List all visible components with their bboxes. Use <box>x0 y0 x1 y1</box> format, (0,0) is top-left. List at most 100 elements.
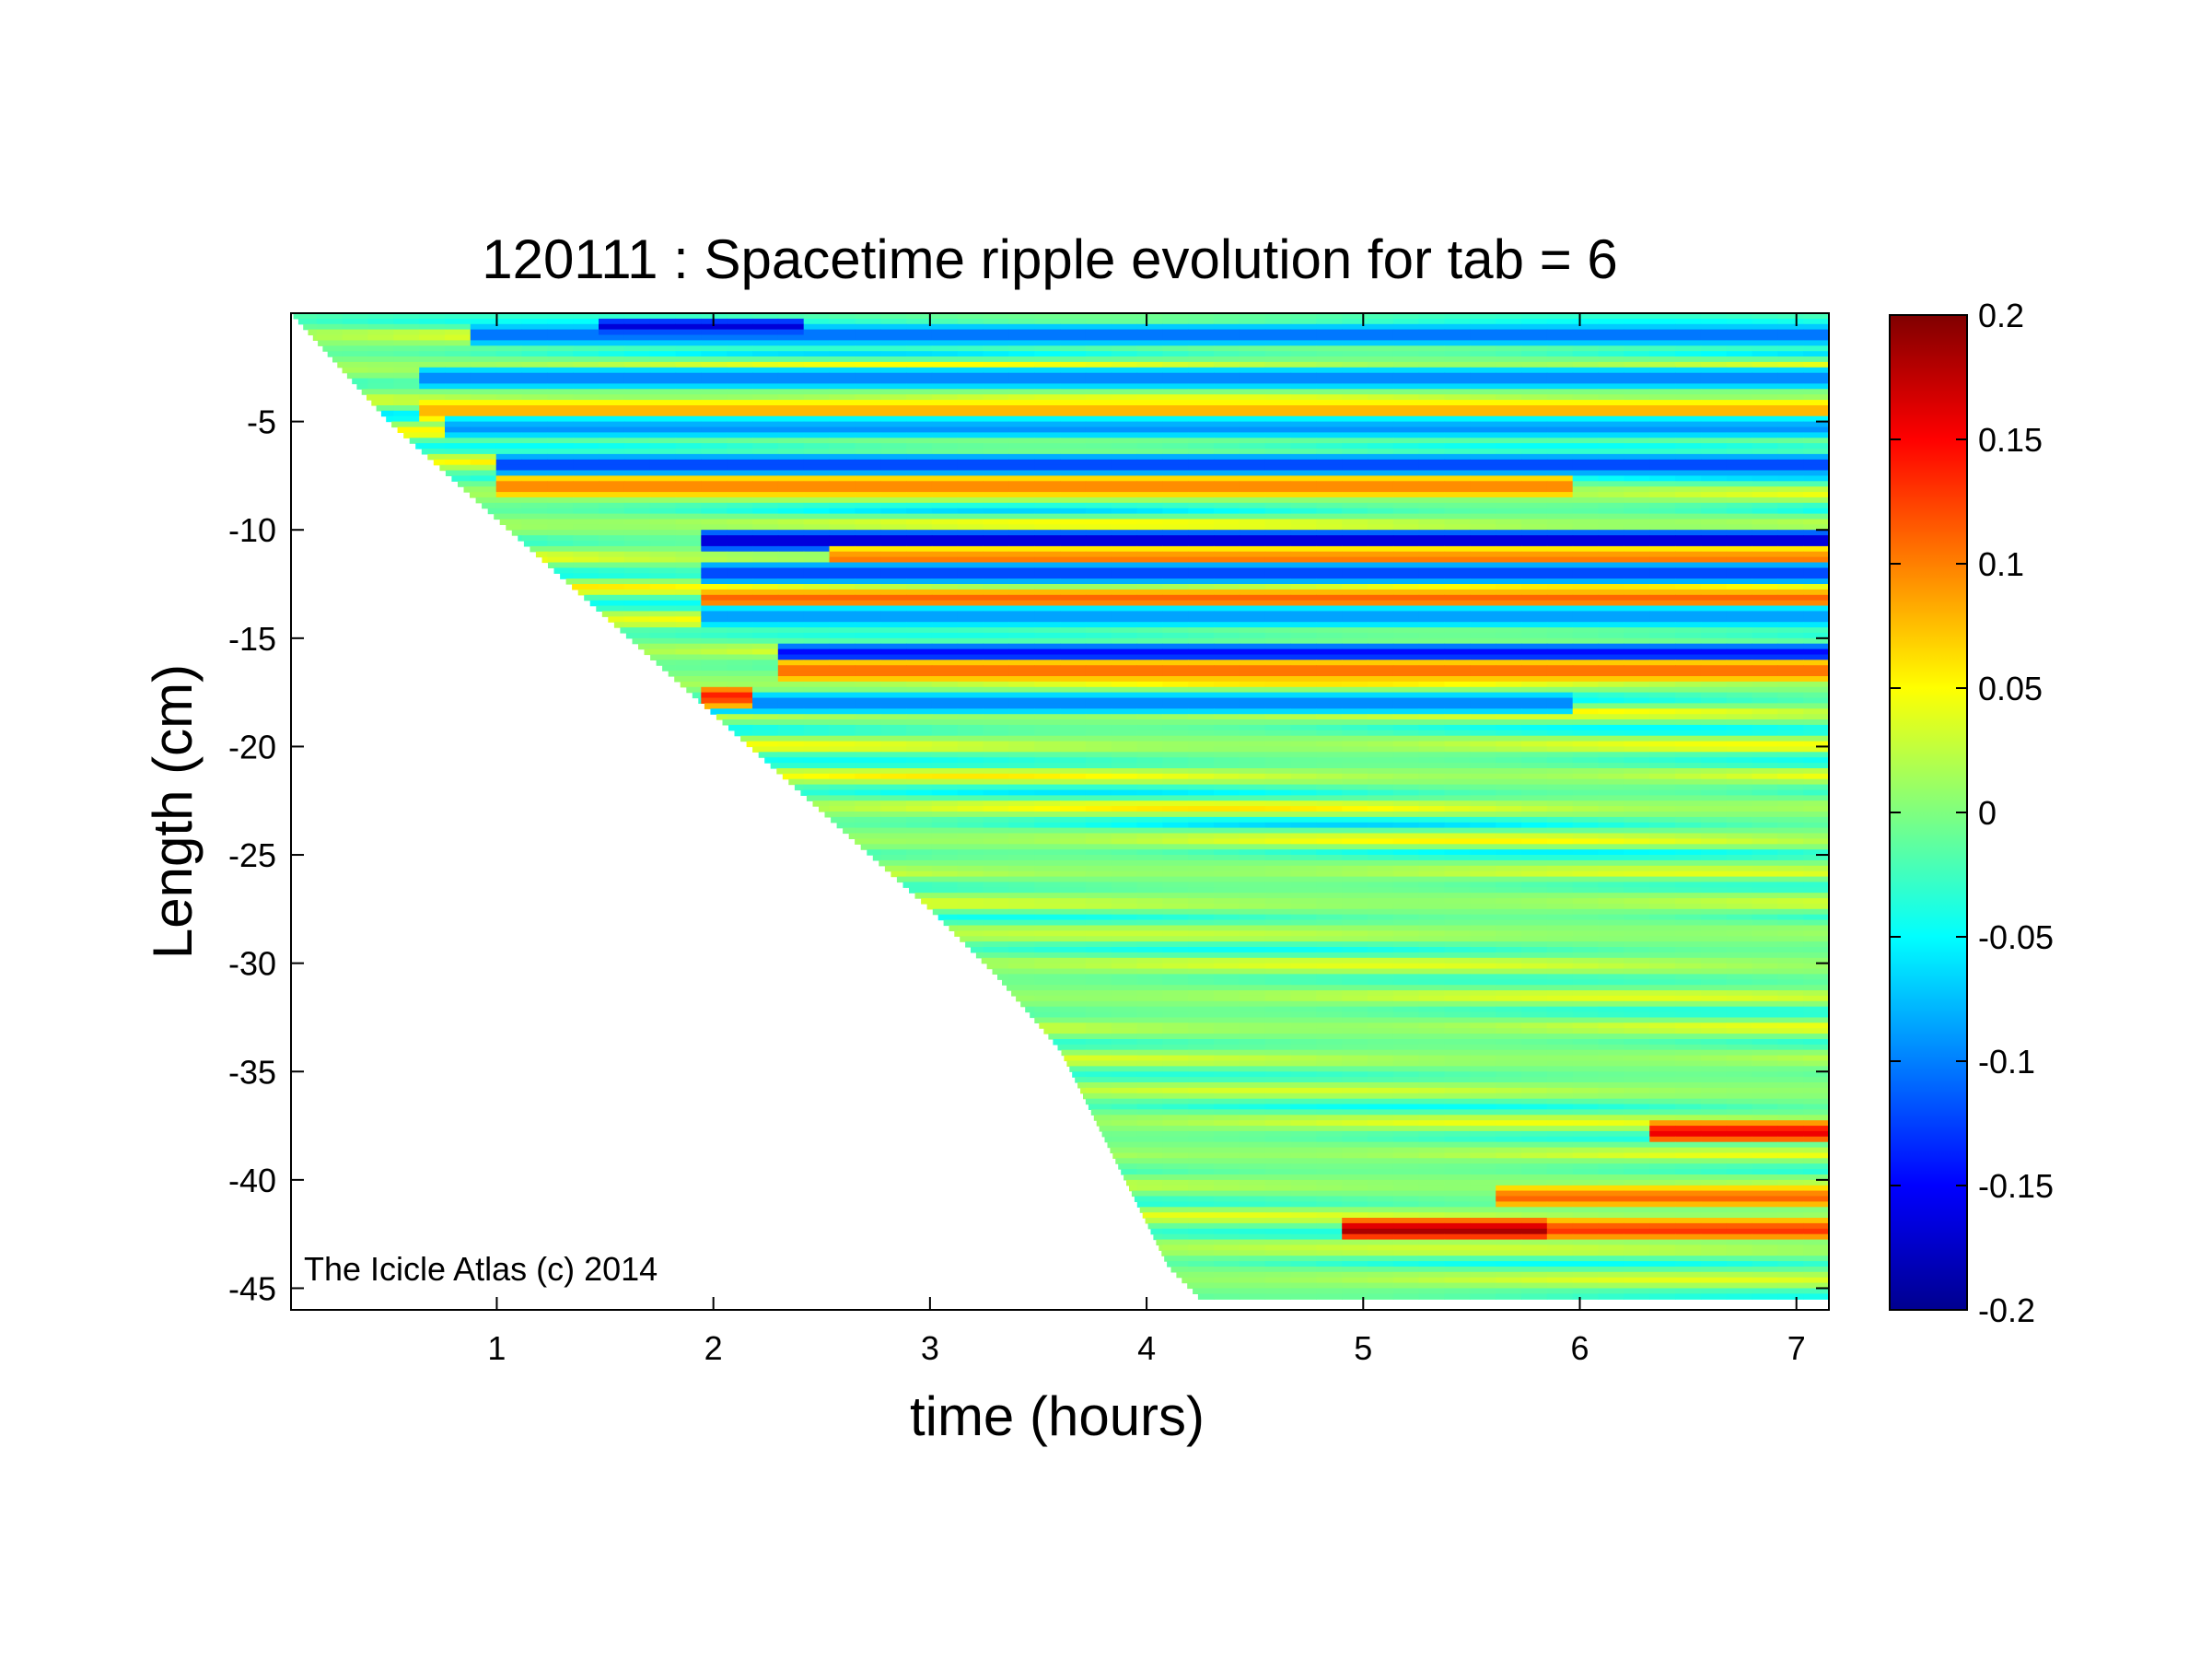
heatmap-cell <box>1777 410 1804 417</box>
heatmap-cell <box>1726 334 1753 341</box>
heatmap-cell <box>855 816 881 824</box>
heatmap-cell <box>1368 383 1394 390</box>
heatmap-cell <box>1777 492 1804 498</box>
heatmap-cell <box>752 449 779 455</box>
heatmap-cell <box>957 383 984 390</box>
heatmap-cell <box>1777 573 1804 579</box>
heatmap-cell <box>1136 367 1163 374</box>
heatmap-cell <box>704 703 728 709</box>
heatmap-cell <box>1496 508 1522 515</box>
heatmap-cell <box>931 551 959 558</box>
heatmap-cell <box>1060 464 1087 472</box>
heatmap-cell <box>495 421 523 428</box>
heatmap-cell <box>1136 497 1163 504</box>
heatmap-cell <box>1803 708 1830 715</box>
heatmap-cell <box>1342 822 1368 829</box>
heatmap-cell <box>1342 719 1368 726</box>
heatmap-cell <box>1214 378 1240 385</box>
heatmap-cell <box>1342 372 1368 380</box>
heatmap-cell <box>777 686 805 694</box>
heatmap-cell <box>1803 757 1830 764</box>
heatmap-cell <box>1162 648 1189 656</box>
heatmap-cell <box>1546 541 1574 547</box>
heatmap-cell <box>1214 627 1240 634</box>
heatmap-cell <box>1060 795 1087 801</box>
heatmap-cell <box>1803 681 1830 688</box>
heatmap-cell <box>1290 438 1317 444</box>
heatmap-cell <box>1085 345 1112 352</box>
heatmap-cell <box>1008 378 1035 385</box>
heatmap-cell <box>1136 421 1163 428</box>
heatmap-cell <box>1572 313 1600 320</box>
heatmap-cell <box>1316 660 1343 666</box>
heatmap-cell <box>623 372 651 380</box>
heatmap-cell <box>752 367 779 374</box>
heatmap-cell <box>855 594 881 602</box>
heatmap-cell <box>1214 812 1240 818</box>
heatmap-cell <box>1521 703 1548 709</box>
heatmap-cell <box>1496 410 1522 417</box>
heatmap-cell <box>1598 822 1624 829</box>
heatmap-cell <box>1624 605 1650 612</box>
heatmap-cell <box>880 318 907 325</box>
heatmap-cell <box>1726 329 1753 336</box>
heatmap-cell <box>675 329 702 336</box>
heatmap-cell <box>623 383 651 390</box>
heatmap-cell <box>983 486 1009 493</box>
heatmap-cell <box>1136 372 1163 380</box>
heatmap-cell <box>1316 383 1343 390</box>
heatmap-cell <box>855 470 881 476</box>
heatmap-cell <box>1418 741 1446 748</box>
heatmap-cell <box>1470 578 1496 585</box>
heatmap-cell <box>1598 453 1624 461</box>
heatmap-cell <box>1034 822 1061 829</box>
heatmap-cell <box>931 486 959 493</box>
heatmap-cell <box>1008 541 1035 547</box>
heatmap-cell <box>1803 833 1830 839</box>
heatmap-cell <box>855 530 881 536</box>
heatmap-cell <box>777 752 805 758</box>
heatmap-cell <box>1675 438 1702 444</box>
heatmap-cell <box>855 567 881 574</box>
heatmap-cell <box>599 600 625 607</box>
heatmap-cell <box>623 497 651 504</box>
heatmap-cell <box>1342 578 1368 585</box>
heatmap-cell <box>906 394 933 401</box>
heatmap-cell <box>1521 778 1548 786</box>
heatmap-cell <box>1700 648 1728 656</box>
heatmap-cell <box>1316 464 1343 472</box>
heatmap-cell <box>1342 795 1368 801</box>
heatmap-cell <box>1675 519 1702 525</box>
heatmap-cell <box>1444 405 1471 412</box>
heatmap-cell <box>1624 551 1650 558</box>
heatmap-cell <box>495 475 523 482</box>
heatmap-cell <box>701 637 728 645</box>
heatmap-cell <box>1752 746 1778 753</box>
heatmap-cell <box>1290 334 1317 341</box>
heatmap-cell <box>701 676 728 683</box>
heatmap-cell <box>1496 562 1522 568</box>
heatmap-cell <box>1418 654 1446 660</box>
heatmap-cell <box>1418 812 1446 818</box>
heatmap-cell <box>1214 470 1240 476</box>
heatmap-cell <box>1496 665 1522 672</box>
heatmap-cell <box>829 410 856 417</box>
heatmap-cell <box>1418 763 1446 769</box>
heatmap-cell <box>1392 708 1420 715</box>
heatmap-cell <box>1546 768 1574 775</box>
heatmap-cell <box>829 383 856 390</box>
heatmap-cell <box>1496 313 1522 320</box>
heatmap-cell <box>1726 508 1753 515</box>
heatmap-cell <box>777 637 805 645</box>
heatmap-cell <box>957 329 984 336</box>
heatmap-cell <box>855 703 881 709</box>
heatmap-cell <box>1136 741 1163 748</box>
heatmap-cell <box>701 594 728 602</box>
heatmap-cell <box>1521 334 1548 341</box>
heatmap-cell <box>1034 757 1061 764</box>
heatmap-cell <box>1624 438 1650 444</box>
heatmap-cell <box>1290 578 1317 585</box>
heatmap-cell <box>1214 838 1240 845</box>
heatmap-cell <box>470 492 497 498</box>
heatmap-cell <box>1085 643 1112 650</box>
